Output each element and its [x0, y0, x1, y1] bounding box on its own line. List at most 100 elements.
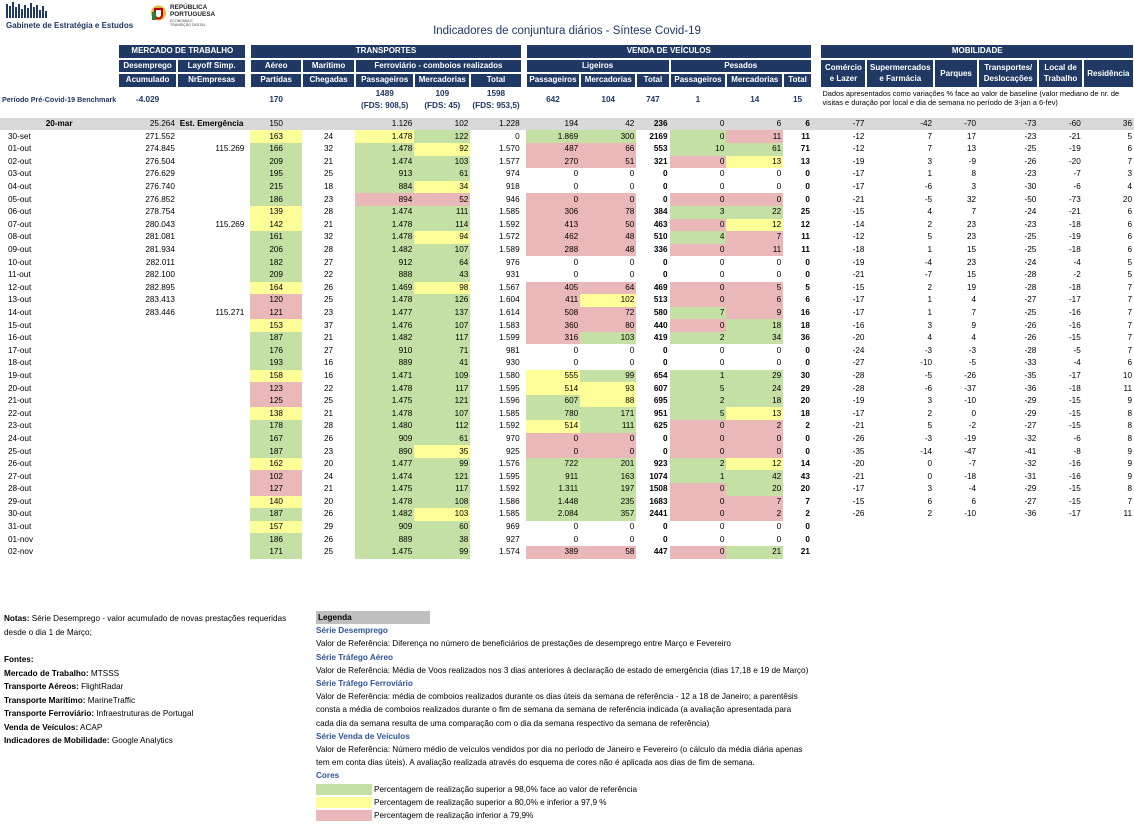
table-row: 31-out 157 29 909 60 969 0 0 0 0 0 0 [0, 520, 1134, 534]
table-cell: 0 [629, 358, 635, 368]
table-cell [177, 181, 246, 194]
table-cell: 93 [580, 382, 637, 395]
table-cell: 0 [525, 193, 581, 206]
table-cell: 0 [662, 433, 668, 443]
table-cell: 276.740 [145, 182, 175, 192]
table-cell: 1.572 [499, 232, 520, 242]
table-cell: -12 [852, 144, 865, 154]
benchmark-pes-merc: 14 [750, 94, 760, 104]
table-cell [866, 546, 934, 559]
table-cell: 1.478 [355, 407, 415, 421]
row-date: 13-out [8, 295, 32, 305]
table-cell: 274.845 [145, 144, 175, 154]
benchmark-desemprego: -4.029 [135, 94, 160, 104]
table-cell [177, 508, 246, 521]
table-cell: 102 [414, 117, 471, 131]
col-partidas: Partidas [250, 73, 302, 88]
table-cell: 6 [726, 294, 784, 307]
table-cell: 120 [250, 294, 302, 307]
table-cell: 1.474 [355, 205, 415, 219]
table-cell: 0 [662, 182, 668, 192]
table-cell: 0 [573, 522, 579, 532]
table-cell: 0 [669, 281, 727, 295]
table-cell: -28 [1024, 270, 1037, 280]
table-cell: 0 [669, 243, 727, 257]
row-date: 24-out [8, 433, 32, 443]
ministerio-label: ECONOMIA E TRANSIÇÃO DIGITAL [170, 19, 206, 27]
table-cell: 43 [414, 268, 471, 282]
table-cell [177, 269, 246, 282]
table-cell: 7 [927, 131, 933, 141]
table-cell: 1.478 [355, 382, 415, 395]
col-nrempresas: NrEmpresas [176, 73, 247, 88]
table-cell: 28 [324, 207, 334, 217]
table-cell: 2 [927, 509, 933, 519]
table-cell: 235 [580, 495, 637, 509]
table-cell: 909 [355, 520, 415, 534]
table-cell: -2 [1073, 270, 1081, 280]
table-cell: -26 [1024, 320, 1037, 330]
table-cell: 206 [250, 243, 302, 257]
table-cell: 2 [669, 457, 727, 471]
table-cell: 555 [525, 369, 581, 383]
table-cell: -36 [1024, 383, 1037, 393]
table-cell: 0 [776, 522, 782, 532]
legend-s1-title: Série Desemprego [316, 626, 388, 636]
table-row: 16-out 187 21 1.482 117 1.599 316 103 419 2 34 36 -2… [0, 331, 1134, 345]
table-cell: 20 [800, 484, 810, 494]
table-cell: -12 [852, 232, 865, 242]
table-cell: 122 [414, 130, 471, 143]
table-cell: 0 [662, 522, 668, 532]
table-cell: 20 [1122, 194, 1132, 204]
table-cell: 23 [966, 257, 977, 267]
table-cell: 889 [355, 533, 415, 546]
table-cell: 22 [324, 383, 334, 393]
col-aereo: Aéreo [250, 58, 302, 74]
table-cell: 92 [414, 142, 471, 156]
table-cell [177, 130, 246, 143]
table-cell: 140 [250, 495, 302, 509]
table-cell [177, 206, 246, 219]
table-cell: 469 [653, 282, 668, 292]
table-cell: 7 [1127, 333, 1132, 343]
row-date: 20-mar [0, 117, 119, 131]
benchmark-lig-total: 747 [646, 94, 660, 104]
table-row: 07-out 280.043 115.269 142 21 1.478 114 1.592 41… [0, 218, 1134, 232]
table-cell: 23 [324, 194, 334, 204]
table-cell: -9 [968, 156, 977, 166]
benchmark-lig-pass: 642 [546, 94, 560, 104]
table-cell: 0 [805, 270, 810, 280]
reference-row: 20-mar 25.264 Est. Emergência 150 1.126 102 1.… [0, 117, 1134, 131]
table-cell: 510 [653, 232, 668, 242]
table-row: 01-out 274.845 115.269 166 32 1.478 92 1.570 487… [0, 142, 1134, 156]
table-cell: 126 [414, 294, 471, 307]
table-cell: -6 [1073, 182, 1081, 192]
table-cell: 889 [355, 357, 415, 370]
column-header-row: Acumulado NrEmpresas Partidas Chegadas P… [0, 73, 1134, 88]
table-cell: 1.596 [499, 396, 520, 406]
table-cell: 121 [414, 470, 471, 483]
table-cell: 1.475 [355, 483, 415, 496]
table-cell: 18 [324, 182, 334, 192]
table-row: 21-out 125 25 1.475 121 1.596 607 88 695 2 18 20 -19… [0, 394, 1134, 408]
table-cell: 27 [324, 345, 334, 355]
table-cell: 22 [726, 205, 784, 219]
table-cell: 0 [776, 345, 782, 355]
table-cell: 71 [414, 344, 471, 358]
table-cell: -7 [1073, 169, 1081, 179]
republica-label: REPÚBLICA PORTUGUESA [170, 4, 216, 18]
table-cell: 1.585 [499, 207, 520, 217]
table-cell: 0 [719, 270, 725, 280]
table-cell: 0 [726, 193, 784, 206]
table-cell: 16 [324, 370, 334, 380]
row-date: 21-out [8, 396, 32, 406]
table-cell [118, 395, 177, 408]
table-cell: -18 [1068, 219, 1081, 229]
table-cell: 193 [250, 357, 302, 370]
table-cell: 18 [800, 320, 810, 330]
table-cell: 974 [506, 169, 520, 179]
table-cell: -18 [1068, 383, 1081, 393]
table-cell: -36 [1024, 509, 1037, 519]
table-cell: 2 [669, 394, 727, 408]
table-cell: 2 [726, 420, 784, 433]
